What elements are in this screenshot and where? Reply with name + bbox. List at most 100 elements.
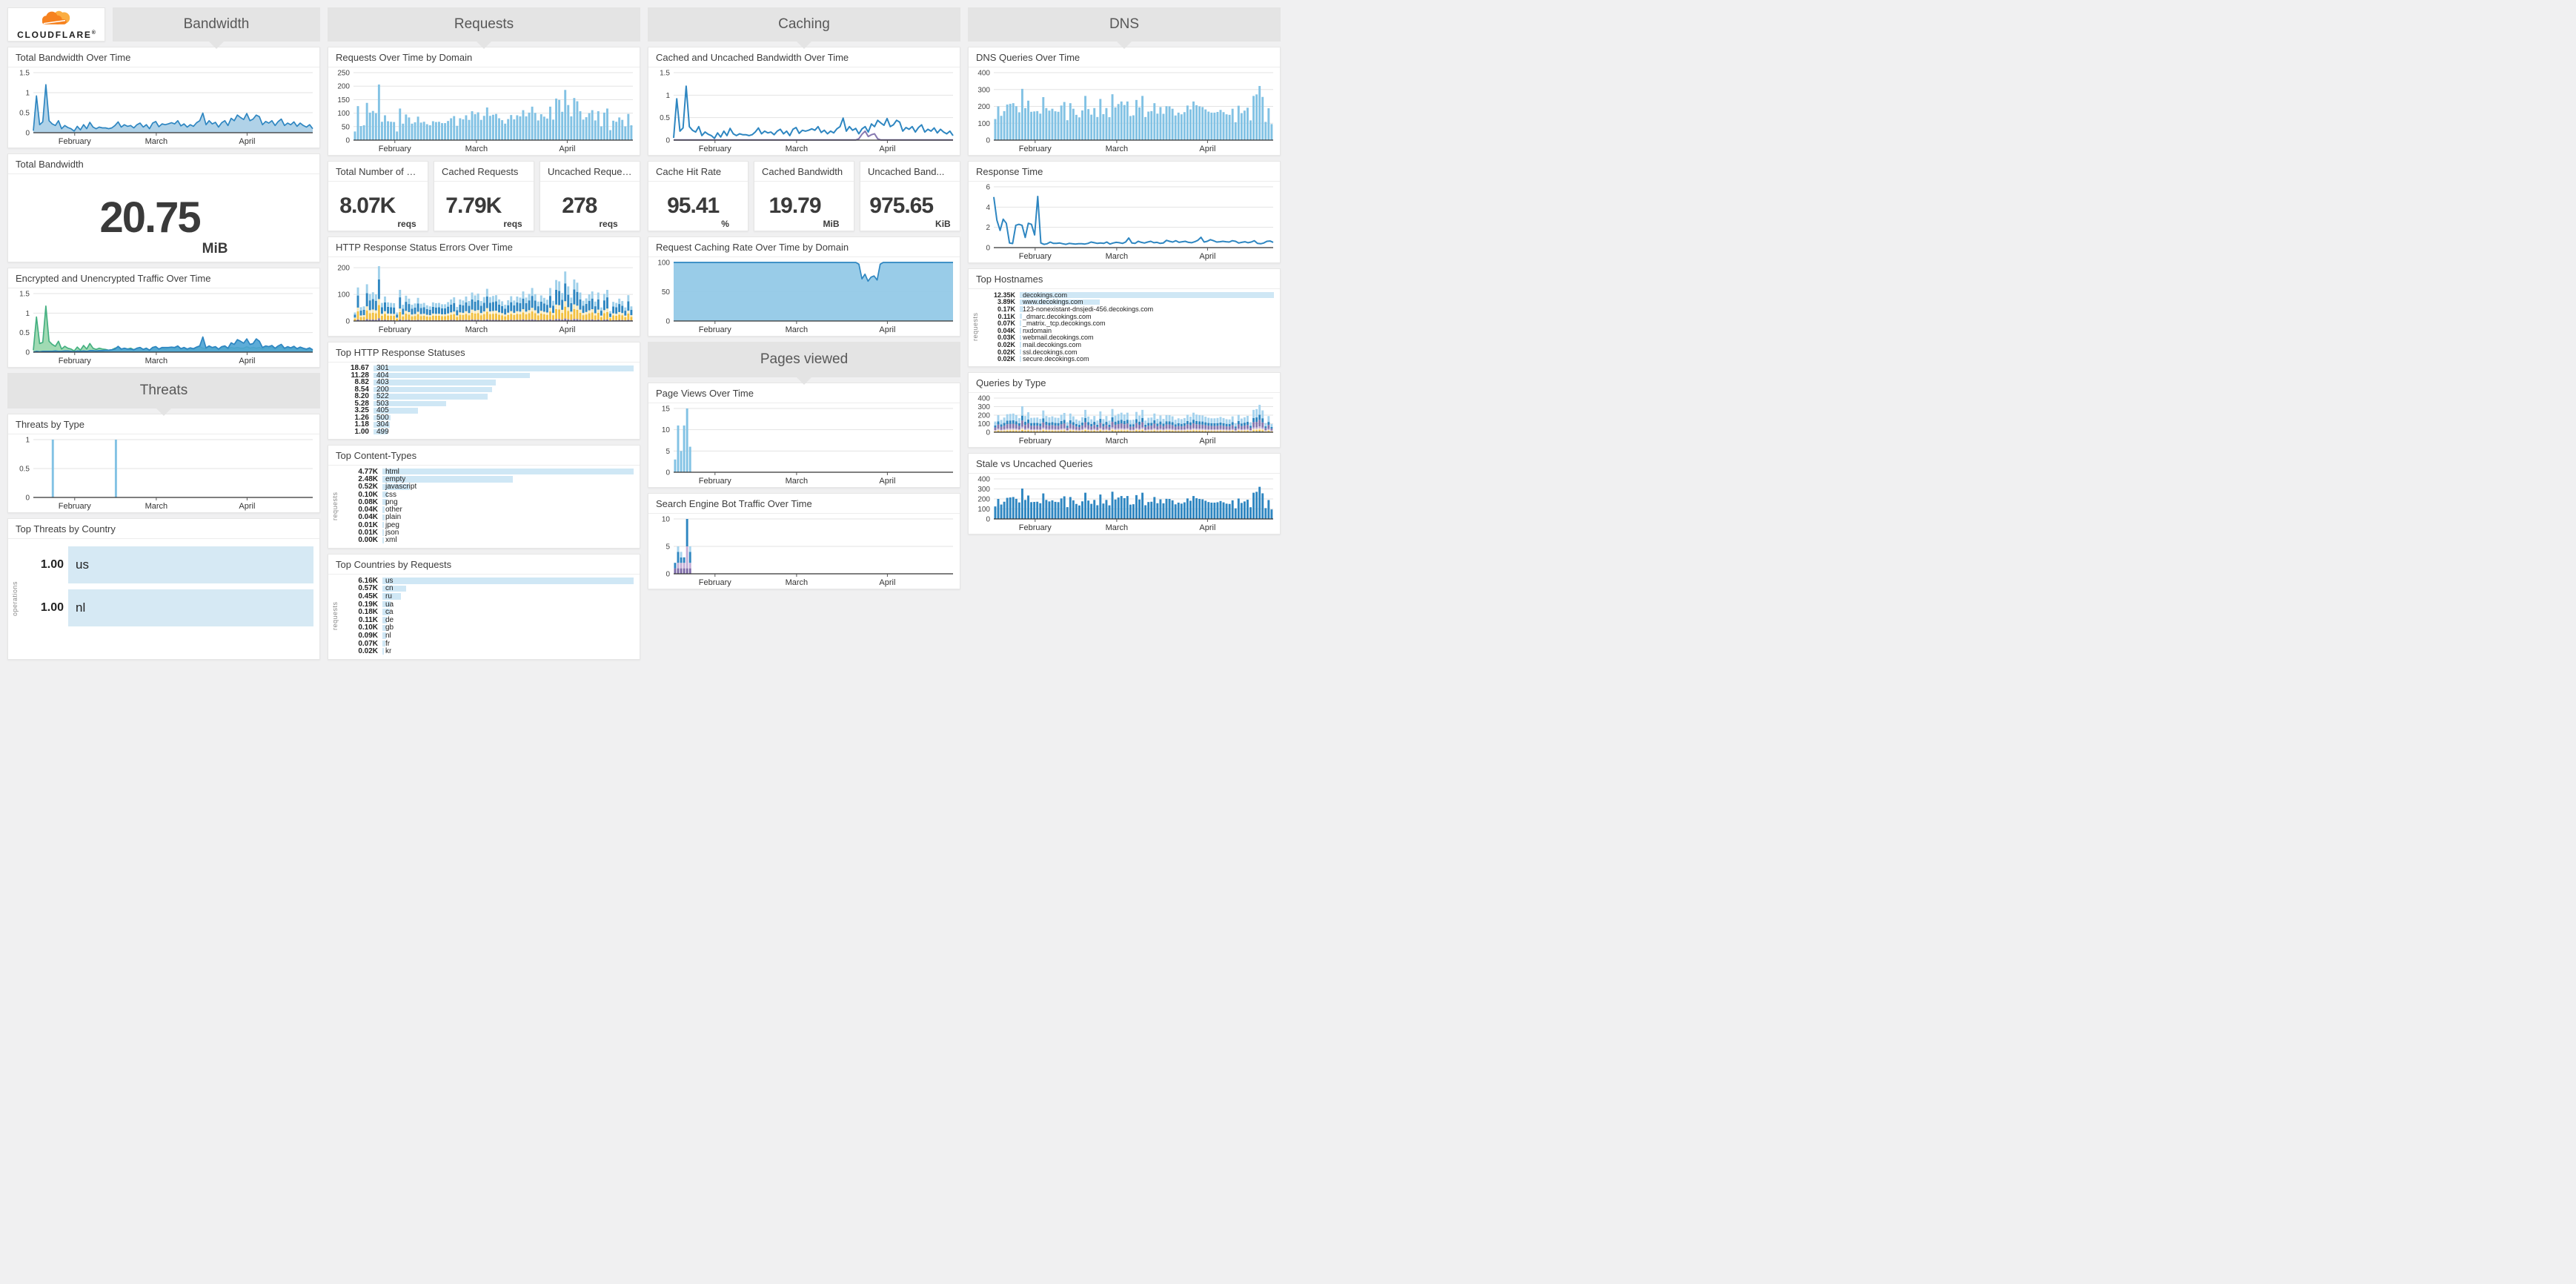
requests-over-time-chart: 0 50 100 150 200 250 February March April xyxy=(328,67,640,155)
list-row: 0.57K cn xyxy=(339,584,634,593)
svg-text:February: February xyxy=(699,325,732,334)
svg-text:100: 100 xyxy=(977,420,990,428)
list-row: 6.16K us xyxy=(339,577,634,585)
axis-label: requests xyxy=(331,492,339,520)
row-value: 0.57K xyxy=(358,584,378,593)
row-bar-fill xyxy=(382,491,388,498)
row-bar-fill xyxy=(382,648,384,655)
svg-text:April: April xyxy=(879,325,895,334)
row-bar: secure.decokings.com xyxy=(1020,355,1274,363)
row-bar: 500 xyxy=(374,413,634,422)
row-label: ru xyxy=(385,592,392,600)
svg-text:0: 0 xyxy=(25,130,30,138)
card-title: Response Time xyxy=(969,162,1280,182)
list-row: 3.89K www.decokings.com xyxy=(980,298,1274,306)
cache-hit-rate-value: 95.41 % xyxy=(648,182,748,231)
row-bar: mail.decokings.com xyxy=(1020,341,1274,348)
svg-text:0: 0 xyxy=(345,318,350,326)
requests-stats-row: Total Number of Re... 8.07K reqs Cached … xyxy=(328,161,640,231)
row-value: 0.01K xyxy=(358,520,378,529)
total-bandwidth-over-time-card: Total Bandwidth Over Time 0 0.5 1 1.5 Februa… xyxy=(7,47,320,148)
row-bar: png xyxy=(382,498,634,506)
list-row: 8.20 522 xyxy=(331,392,634,400)
dns-queries-card: DNS Queries Over Time 0 100 200 300 400 Febru… xyxy=(968,47,1281,156)
svg-text:0: 0 xyxy=(345,137,350,145)
row-value: 1.00 xyxy=(40,601,64,614)
row-label: ua xyxy=(385,600,394,609)
list-row: 1.00 nl xyxy=(19,589,313,627)
row-value: 0.04K xyxy=(358,513,378,522)
row-bar-fill xyxy=(374,422,390,428)
row-value: 0.08K xyxy=(358,497,378,506)
list-row: 0.03K webmail.decokings.com xyxy=(980,334,1274,342)
row-bar: us xyxy=(68,546,313,583)
row-label: 500 xyxy=(376,413,389,422)
list-row: 0.52K javascript xyxy=(339,483,634,491)
svg-text:5: 5 xyxy=(665,543,670,552)
card-title: Top Content-Types xyxy=(328,446,640,466)
row-label: www.decokings.com xyxy=(1023,298,1083,306)
row-label: webmail.decokings.com xyxy=(1023,334,1094,342)
svg-text:6: 6 xyxy=(986,184,990,192)
row-bar: kr xyxy=(382,647,634,655)
list-row: 0.01K jpeg xyxy=(339,521,634,529)
svg-text:February: February xyxy=(379,145,412,153)
row-bar: nl xyxy=(382,632,634,640)
stat-unit: MiB xyxy=(823,219,840,229)
total-requests-value: 8.07K reqs xyxy=(328,182,428,231)
row-label: empty xyxy=(385,474,406,483)
svg-text:April: April xyxy=(239,357,255,365)
svg-text:1.5: 1.5 xyxy=(660,70,670,78)
row-label: json xyxy=(385,529,399,537)
list-row: 0.07K fr xyxy=(339,640,634,648)
card-title: Top Countries by Requests xyxy=(328,555,640,575)
row-bar-fill xyxy=(382,632,387,639)
row-bar-fill xyxy=(382,483,410,490)
svg-text:April: April xyxy=(1199,437,1215,446)
svg-text:April: April xyxy=(879,145,895,153)
row-value: 0.07K xyxy=(358,639,378,648)
row-label: ca xyxy=(385,608,394,617)
svg-text:February: February xyxy=(699,145,732,153)
row-bar: jpeg xyxy=(382,520,634,529)
row-bar-fill xyxy=(382,529,384,536)
svg-text:March: March xyxy=(1106,437,1129,446)
row-value: 18.67 xyxy=(350,364,369,373)
stat-unit: reqs xyxy=(599,219,618,229)
svg-text:250: 250 xyxy=(337,70,350,78)
svg-text:1: 1 xyxy=(25,437,30,445)
list-row: 5.28 503 xyxy=(331,400,634,408)
row-bar-fill xyxy=(382,469,634,475)
list-row: 0.11K _dmarc.decokings.com xyxy=(980,313,1274,320)
svg-text:200: 200 xyxy=(337,83,350,91)
svg-text:April: April xyxy=(1199,252,1215,261)
row-bar: ssl.decokings.com xyxy=(1020,348,1274,356)
row-bar-fill xyxy=(382,593,401,600)
row-label: jpeg xyxy=(385,520,399,529)
svg-text:100: 100 xyxy=(977,506,990,514)
svg-text:February: February xyxy=(1019,252,1052,261)
response-time-chart: 0 2 4 6 February March April xyxy=(969,182,1280,262)
top-content-types-list: requests 4.77K html 2.48K empty 0.52K javascr… xyxy=(328,466,640,548)
svg-text:March: March xyxy=(465,145,488,153)
row-bar-fill xyxy=(1020,313,1023,320)
row-bar: plain xyxy=(382,513,634,521)
row-bar: www.decokings.com xyxy=(1020,298,1274,306)
row-bar: json xyxy=(382,529,634,537)
row-bar: nxdomain xyxy=(1020,327,1274,334)
row-label: 301 xyxy=(376,364,389,373)
section-header-bandwidth: Bandwidth xyxy=(113,7,320,42)
svg-text:100: 100 xyxy=(337,291,350,300)
svg-text:February: February xyxy=(1019,523,1052,532)
row-value: 0.45K xyxy=(358,592,378,600)
list-row: 0.02K ssl.decokings.com xyxy=(980,348,1274,356)
row-bar: 522 xyxy=(374,392,634,400)
axis-label: requests xyxy=(331,601,339,631)
list-row: 0.09K nl xyxy=(339,632,634,640)
row-label: decokings.com xyxy=(1023,291,1068,299)
svg-text:March: March xyxy=(145,137,168,146)
row-value: 2.48K xyxy=(358,474,378,483)
top-threats-by-country-card: Top Threats by Country operations 1.00 us… xyxy=(7,518,320,660)
top-http-statuses-list: 18.67 301 11.28 404 8.82 403 8.54 200 8.20 522 5.2… xyxy=(328,363,640,439)
list-row: 0.10K css xyxy=(339,491,634,499)
